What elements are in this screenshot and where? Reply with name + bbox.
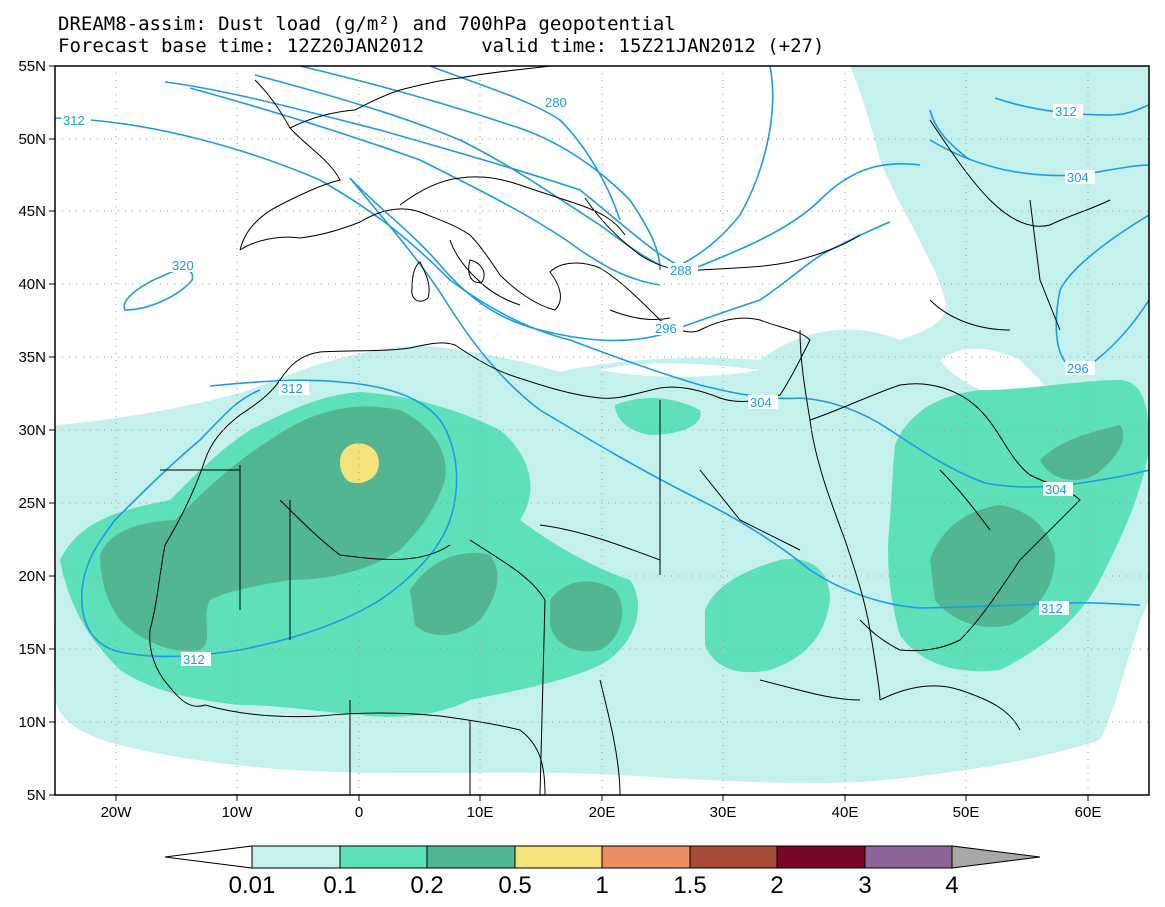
colorbar-arrow-left (164, 845, 253, 869)
contour-label-280: 280 (545, 95, 567, 110)
lon-label-20e: 20E (589, 804, 616, 821)
colorbar-swatch-1 (339, 845, 428, 869)
lon-label-20w: 20W (101, 804, 133, 821)
lat-label-30n: 30N (18, 422, 46, 439)
colorbar-label-7: 3 (858, 872, 871, 899)
colorbar-label-1: 0.1 (323, 872, 356, 899)
colorbar-label-5: 1.5 (673, 872, 706, 899)
longitude-axis (115, 795, 1089, 801)
colorbar-label-4: 1 (595, 872, 608, 899)
lat-label-40n: 40N (18, 276, 46, 293)
contour-label-312-sahara: 312 (281, 381, 303, 396)
contour-label-312-atlantic: 312 (63, 113, 85, 128)
dust-field-peak (340, 443, 379, 484)
lat-label-10n: 10N (18, 714, 46, 731)
map-area: 280 288 296 304 312 320 312 304 296 312 … (55, 66, 1149, 795)
contour-label-296-east: 296 (1067, 361, 1089, 376)
colorbar-swatch-0 (251, 845, 341, 869)
lon-label-10e: 10E (467, 804, 494, 821)
lon-label-10w: 10W (222, 804, 254, 821)
colorbar-label-2: 0.2 (410, 872, 443, 899)
latitude-axis (49, 65, 55, 796)
contour-label-304-caspian: 304 (1067, 170, 1089, 185)
lat-label-15n: 15N (18, 641, 46, 658)
colorbar (164, 845, 1041, 869)
lat-label-35n: 35N (18, 349, 46, 366)
lat-label-25n: 25N (18, 495, 46, 512)
contour-label-312-northeast: 312 (1055, 104, 1077, 119)
colorbar-swatch-5 (689, 845, 778, 869)
colorbar-label-8: 4 (945, 872, 958, 899)
lat-label-20n: 20N (18, 568, 46, 585)
contour-label-296: 296 (655, 321, 677, 336)
colorbar-swatch-6 (776, 845, 866, 869)
contour-labels: 280 288 296 304 312 320 312 304 296 312 … (63, 95, 1089, 667)
coastlines-borders (149, 66, 1111, 795)
colorbar-label-6: 2 (770, 872, 783, 899)
lat-label-55n: 55N (18, 58, 46, 75)
lat-label-5n: 5N (27, 787, 46, 804)
colorbar-swatch-7 (864, 845, 953, 869)
geopotential-contours (55, 66, 1149, 658)
colorbar-swatch-4 (601, 845, 691, 869)
chart-title: DREAM8-assim: Dust load (g/m²) and 700hP… (58, 13, 676, 35)
lon-label-30e: 30E (710, 804, 737, 821)
longitude-labels: 20W 10W 0 10E 20E 30E 40E 50E 60E (101, 804, 1102, 821)
lat-label-45n: 45N (18, 203, 46, 220)
lon-label-50e: 50E (953, 804, 980, 821)
colorbar-arrow-right (951, 845, 1041, 869)
contour-label-304-gulf: 304 (1045, 482, 1067, 497)
contour-label-304: 304 (750, 395, 772, 410)
lat-label-50n: 50N (18, 131, 46, 148)
colorbar-labels: 0.01 0.1 0.2 0.5 1 1.5 2 3 4 (229, 872, 959, 899)
colorbar-swatch-3 (514, 845, 603, 869)
lon-label-0: 0 (355, 804, 363, 821)
lon-label-40e: 40E (832, 804, 859, 821)
contour-label-312-westafrica: 312 (183, 652, 205, 667)
contour-label-312-arabia: 312 (1041, 601, 1063, 616)
colorbar-label-3: 0.5 (498, 872, 531, 899)
latitude-labels: 55N 50N 45N 40N 35N 30N 25N 20N 15N 10N … (18, 58, 46, 804)
colorbar-swatch-2 (426, 845, 516, 869)
graticule (55, 66, 1149, 795)
lon-label-60e: 60E (1075, 804, 1102, 821)
colorbar-label-0: 0.01 (229, 872, 276, 899)
chart-subtitle: Forecast base time: 12Z20JAN2012 valid t… (58, 35, 825, 57)
contour-label-288: 288 (670, 263, 692, 278)
contour-label-320: 320 (172, 258, 194, 273)
